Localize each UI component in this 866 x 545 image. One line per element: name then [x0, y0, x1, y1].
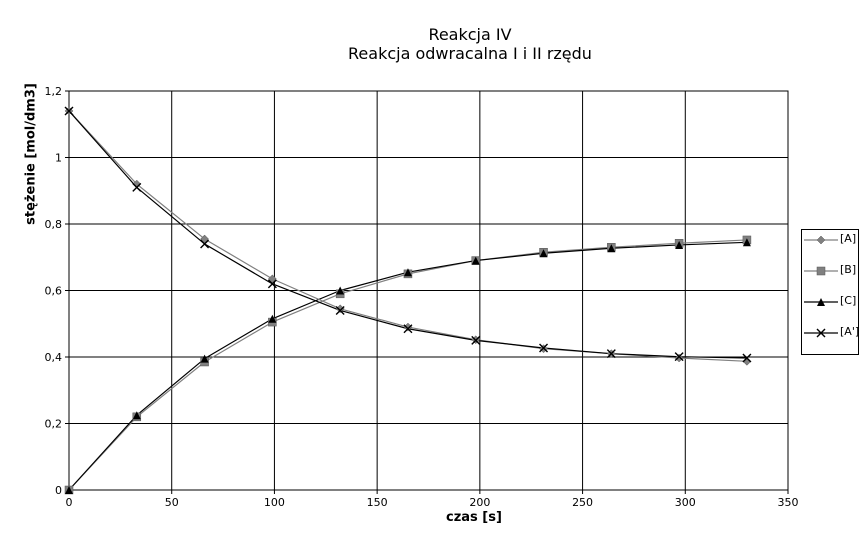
legend: [A] [B] [C] [A'] — [801, 229, 859, 355]
x-marker-stroke — [539, 343, 549, 353]
x-marker-stroke — [471, 335, 481, 345]
x-marker-stroke — [742, 353, 752, 363]
x-tick-label: 200 — [469, 496, 490, 509]
data-point — [539, 249, 548, 258]
legend-item-c: [C] — [802, 292, 858, 322]
data-point — [471, 256, 480, 265]
x-marker-stroke — [816, 328, 826, 338]
legend-marker — [816, 235, 826, 245]
legend-label-b: [B] — [840, 263, 857, 276]
data-point — [132, 411, 141, 420]
x-marker-stroke — [335, 305, 345, 315]
data-point — [268, 314, 277, 323]
y-tick-labels: 0 0,2 0,4 0,6 0,8 1 1,2 — [45, 85, 63, 497]
x-tick-label: 50 — [165, 496, 179, 509]
x-axis-label: czas [s] — [446, 510, 502, 525]
x-marker-stroke — [403, 324, 413, 334]
data-point — [539, 343, 549, 353]
plot-series — [64, 106, 752, 495]
data-point — [200, 354, 209, 363]
grid-lines — [65, 90, 789, 494]
legend-item-a: [A] — [802, 230, 858, 260]
y-tick-label: 0,8 — [45, 218, 63, 231]
y-tick-label: 0 — [55, 484, 62, 497]
x-tick-label: 350 — [778, 496, 799, 509]
data-point — [64, 106, 74, 116]
data-point — [132, 182, 142, 192]
data-point — [607, 244, 616, 253]
data-point — [675, 240, 684, 249]
y-axis-label: stężenie [mol/dm3] — [23, 83, 39, 225]
legend-item-a-prime: [A'] — [802, 323, 860, 353]
x-marker-stroke — [674, 352, 684, 362]
data-point — [742, 238, 751, 247]
data-point — [200, 239, 210, 249]
data-point — [267, 279, 277, 289]
data-point — [65, 486, 73, 494]
x-tick-label: 250 — [572, 496, 593, 509]
legend-symbol-a — [804, 235, 838, 245]
legend-symbol-a-prime — [804, 328, 838, 338]
legend-symbol-b — [804, 266, 838, 276]
y-tick-label: 1,2 — [45, 85, 63, 98]
y-tick-label: 0,6 — [45, 285, 63, 298]
data-point — [403, 268, 412, 277]
legend-item-b: [B] — [802, 261, 858, 291]
data-point — [336, 286, 345, 295]
x-marker-stroke — [132, 182, 142, 192]
data-point — [403, 324, 413, 334]
x-tick-label: 100 — [264, 496, 285, 509]
x-marker-stroke — [64, 106, 74, 116]
chart-subtitle: Reakcja odwracalna I i II rzędu — [348, 44, 592, 63]
legend-marker — [816, 266, 826, 276]
y-tick-label: 1 — [55, 152, 62, 165]
data-point — [335, 305, 345, 315]
y-tick-label: 0,4 — [45, 351, 63, 364]
legend-marker — [817, 298, 825, 306]
x-tick-label: 0 — [66, 496, 73, 509]
legend-label-a: [A] — [840, 232, 857, 245]
data-point — [674, 353, 684, 363]
data-point — [674, 352, 684, 362]
chart-title: Reakcja IV — [428, 25, 512, 44]
y-tick-label: 0,2 — [45, 418, 63, 431]
x-marker-stroke — [267, 279, 277, 289]
data-point — [606, 349, 616, 359]
x-marker-stroke — [606, 349, 616, 359]
x-marker-stroke — [200, 239, 210, 249]
x-tick-label: 150 — [367, 496, 388, 509]
legend-label-c: [C] — [840, 294, 857, 307]
legend-label-a-prime: [A'] — [840, 325, 860, 338]
x-tick-label: 300 — [675, 496, 696, 509]
x-tick-labels: 0 50 100 150 200 250 300 350 — [66, 496, 799, 509]
legend-symbol-c — [804, 298, 838, 306]
legend-marker — [816, 328, 826, 338]
data-point — [742, 353, 752, 363]
data-point — [471, 335, 481, 345]
